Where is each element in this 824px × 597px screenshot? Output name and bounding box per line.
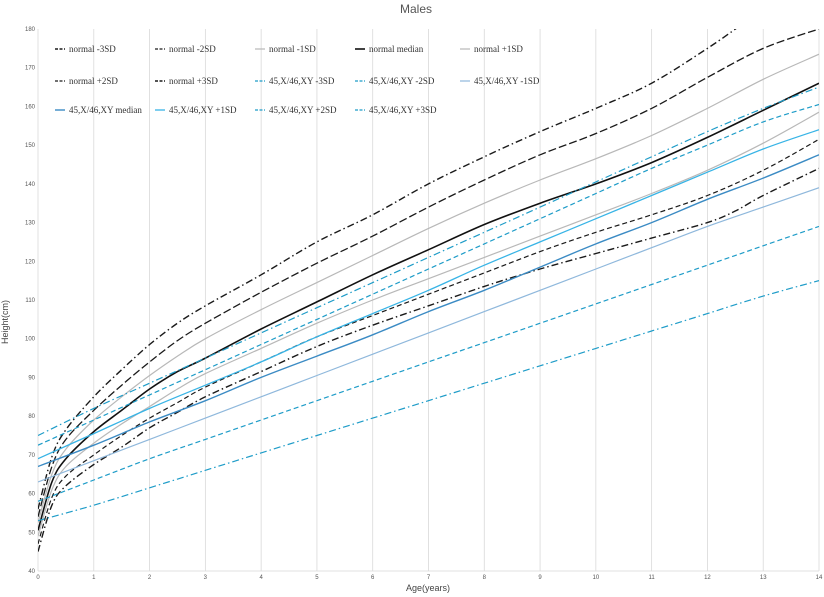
legend: normal -3SD normal -2SD normal -1SD normal … (55, 44, 540, 115)
y-tick-label: 60 (28, 492, 35, 498)
y-tick-label: 80 (28, 414, 35, 420)
x-tick-label: 2 (148, 575, 152, 581)
x-tick-label: 7 (427, 575, 431, 581)
y-tick-label: 70 (28, 453, 35, 459)
series-line-6 (38, 29, 737, 510)
series-line-11 (38, 129, 819, 460)
y-tick-label: 110 (25, 298, 35, 304)
grid-lines (37, 29, 820, 572)
y-tick-labels: 40 50 60 70 80 90 100 110 120 130 140 150 160 170 180 (25, 27, 36, 575)
y-tick-label: 150 (25, 143, 36, 149)
legend-label: 45,X/46,XY -2SD (369, 76, 435, 86)
x-tick-label: 8 (483, 575, 487, 581)
y-tick-label: 180 (25, 27, 36, 33)
x-tick-label: 12 (704, 575, 711, 581)
series-line-4 (38, 53, 819, 523)
series-lines (38, 29, 819, 552)
x-tick-label: 14 (816, 575, 823, 581)
legend-label: 45,X/46,XY +2SD (269, 105, 337, 115)
series-line-5 (38, 29, 819, 517)
legend-label: normal +2SD (69, 76, 118, 86)
legend-label: 45,X/46,XY +3SD (369, 105, 437, 115)
y-tick-label: 130 (25, 221, 36, 227)
x-tick-label: 13 (760, 575, 767, 581)
x-tick-label: 9 (538, 575, 542, 581)
y-tick-label: 100 (25, 337, 36, 343)
y-tick-label: 170 (25, 66, 36, 72)
y-axis-label: Height(cm) (0, 300, 10, 344)
y-tick-label: 40 (28, 569, 35, 575)
legend-label: 45,X/46,XY -1SD (474, 76, 540, 86)
legend-label: normal +1SD (474, 44, 523, 54)
y-tick-label: 90 (28, 375, 35, 381)
legend-label: normal median (369, 44, 424, 54)
series-line-8 (38, 225, 819, 502)
x-tick-label: 3 (204, 575, 208, 581)
x-tick-label: 6 (371, 575, 375, 581)
y-tick-label: 50 (28, 530, 35, 536)
legend-label: normal +3SD (169, 76, 218, 86)
y-tick-label: 140 (25, 182, 36, 188)
series-line-9 (38, 187, 819, 483)
y-tick-label: 120 (25, 259, 36, 265)
legend-label: 45,X/46,XY median (69, 105, 142, 115)
x-tick-label: 5 (315, 575, 319, 581)
x-axis-label: Age(years) (406, 583, 450, 593)
x-tick-labels: 0 1 2 3 4 5 6 7 8 9 10 11 12 13 14 (36, 575, 823, 581)
chart-title: Males (400, 2, 432, 16)
x-tick-label: 10 (593, 575, 600, 581)
legend-label: normal -3SD (69, 44, 116, 54)
series-line-10 (38, 154, 819, 468)
legend-label: normal -1SD (269, 44, 316, 54)
series-line-2 (38, 111, 819, 537)
x-tick-label: 4 (259, 575, 263, 581)
legend-label: 45,X/46,XY +1SD (169, 105, 237, 115)
series-line-12 (38, 103, 819, 446)
series-line-3 (38, 82, 819, 531)
x-tick-label: 0 (36, 575, 40, 581)
legend-label: 45,X/46,XY -3SD (269, 76, 335, 86)
x-tick-label: 11 (649, 575, 656, 581)
y-tick-label: 160 (25, 104, 36, 110)
legend-label: normal -2SD (169, 44, 216, 54)
series-line-7 (38, 280, 819, 522)
x-tick-label: 1 (92, 575, 96, 581)
series-line-13 (38, 86, 819, 437)
